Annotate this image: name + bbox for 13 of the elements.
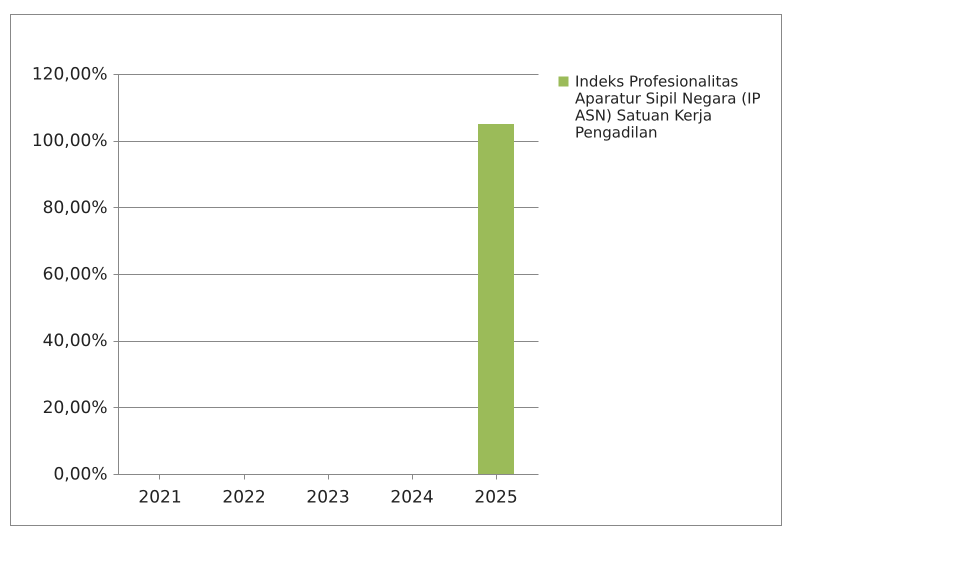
legend-label: Indeks Profesionalitas Aparatur Sipil Negara (IP ASN) Satuan Kerja Pengadilan bbox=[575, 72, 761, 142]
y-tick-label: 120,00% bbox=[32, 64, 108, 84]
y-tick-label: 80,00% bbox=[42, 198, 108, 218]
x-tick-label: 2024 bbox=[390, 488, 434, 508]
y-tick-label: 20,00% bbox=[42, 398, 108, 418]
x-tick-label: 2023 bbox=[306, 488, 350, 508]
y-tick-label: 60,00% bbox=[42, 264, 108, 284]
y-tick-label: 0,00% bbox=[53, 464, 108, 484]
x-tick-label: 2022 bbox=[222, 488, 266, 508]
y-tick-label: 100,00% bbox=[32, 131, 108, 152]
y-tick-label: 40,00% bbox=[42, 331, 108, 352]
x-tick-label: 2025 bbox=[474, 488, 518, 508]
x-tick-label: 2021 bbox=[138, 488, 182, 508]
